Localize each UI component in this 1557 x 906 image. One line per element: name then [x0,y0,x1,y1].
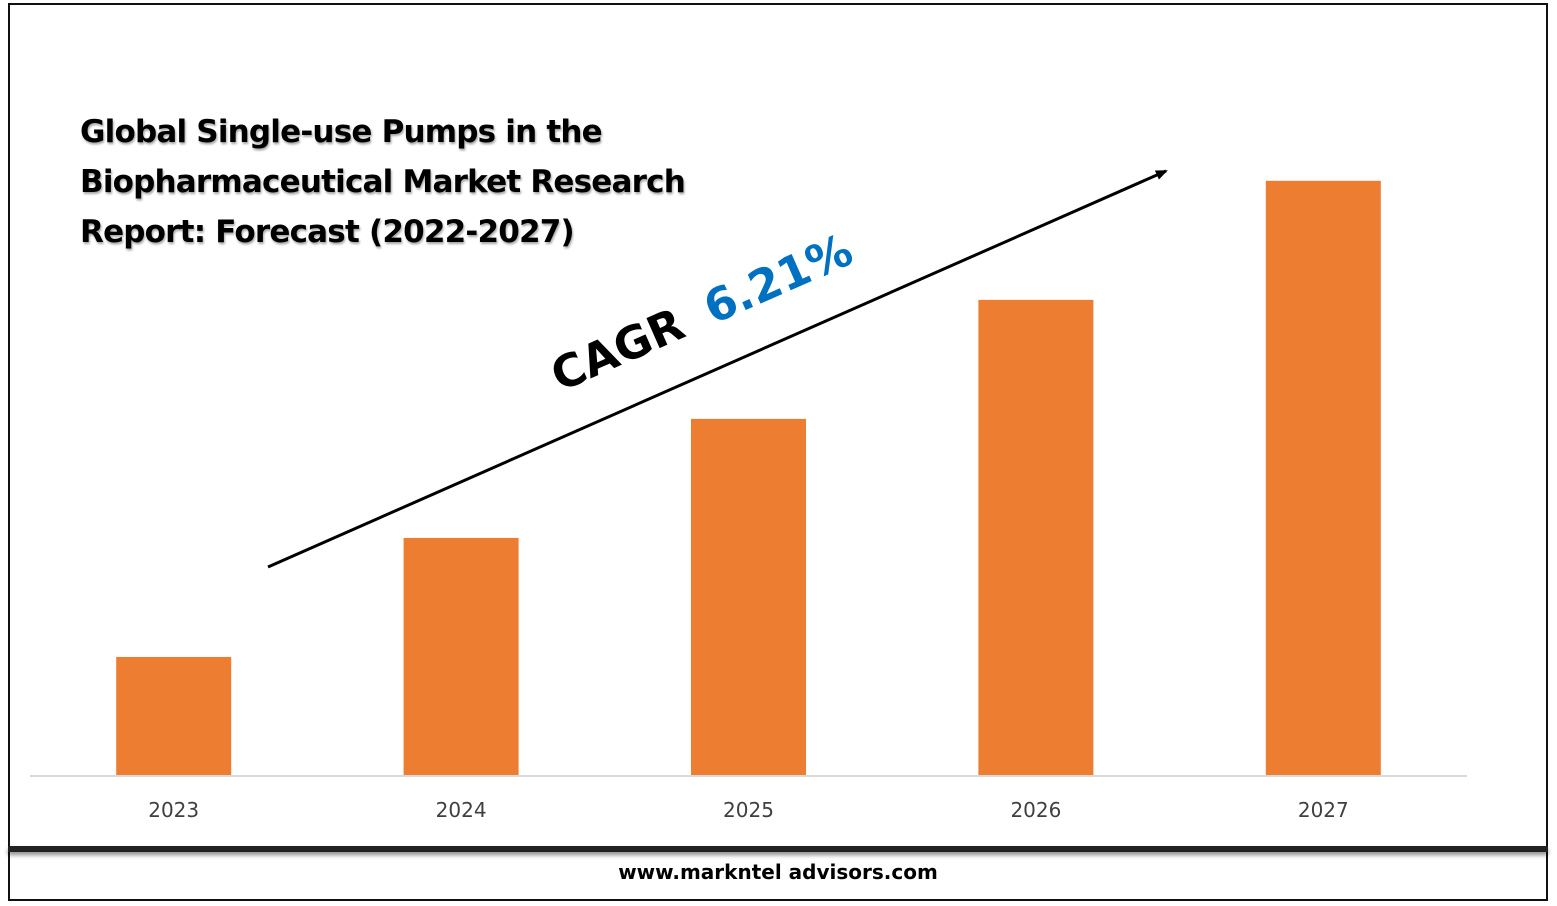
x-tick-label-2026: 2026 [1010,798,1061,822]
bar-2023 [116,656,232,776]
chart-title: Global Single-use Pumps in the Biopharma… [80,114,686,250]
x-tick-label-2023: 2023 [148,798,199,822]
footer-website-link[interactable]: www.markntel advisors.com [618,860,938,884]
bar-2024 [403,537,519,776]
footer-divider [8,846,1548,852]
x-tick-labels: 2023 2024 2025 2026 2027 [148,798,1349,822]
x-tick-label-2024: 2024 [436,798,487,822]
bar-2026 [978,299,1094,776]
x-tick-label-2025: 2025 [723,798,774,822]
bars-group [116,180,1381,777]
bar-2027 [1265,180,1381,777]
cagr-trend-arrow [267,169,1168,569]
bar-2025 [691,418,806,776]
cagr-prefix: CAGR [543,297,692,402]
x-tick-label-2027: 2027 [1298,798,1349,822]
